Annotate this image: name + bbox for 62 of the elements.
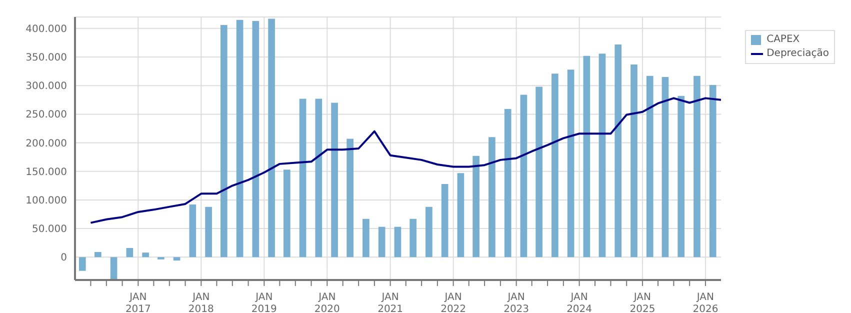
y-tick-label: 0 xyxy=(60,252,67,264)
legend-label: Depreciação xyxy=(766,47,829,61)
bar xyxy=(646,76,654,258)
bar xyxy=(552,74,558,258)
bar xyxy=(299,98,306,258)
bar xyxy=(268,18,275,258)
bar xyxy=(488,137,496,258)
x-tick-label: JAN 2020 xyxy=(314,292,340,313)
y-tick-label: 400.000 xyxy=(26,24,67,35)
y-tick-label: 200.000 xyxy=(26,138,67,150)
bar xyxy=(630,64,638,258)
y-tick-label: 250.000 xyxy=(26,110,67,121)
x-tick-label: JAN 2024 xyxy=(566,292,592,313)
bar xyxy=(567,70,574,258)
y-tick-label: 350.000 xyxy=(26,52,67,64)
bar xyxy=(394,226,402,258)
bar xyxy=(362,218,370,258)
bar xyxy=(173,257,180,261)
line-series xyxy=(90,97,721,224)
x-tick-label: JAN 2026 xyxy=(692,292,718,313)
bar xyxy=(378,226,386,258)
legend-label: CAPEX xyxy=(766,33,800,47)
y-tick-label: 150.000 xyxy=(26,166,67,178)
bar xyxy=(598,54,606,258)
bar xyxy=(457,173,464,258)
bar xyxy=(220,25,228,258)
bar xyxy=(189,204,196,258)
bar xyxy=(441,184,448,258)
x-tick-label: JAN 2023 xyxy=(504,292,530,313)
bar xyxy=(472,156,480,258)
x-tick-label: JAN 2017 xyxy=(125,292,151,313)
bar xyxy=(520,94,528,258)
bar xyxy=(410,218,416,258)
bar xyxy=(678,96,685,258)
bar xyxy=(694,76,700,258)
bar xyxy=(709,85,716,258)
x-tick-label: JAN 2021 xyxy=(378,292,404,313)
y-tick-label: 300.000 xyxy=(26,81,67,92)
y-tick-label: 100.000 xyxy=(26,196,67,207)
bar xyxy=(662,77,669,258)
bar xyxy=(236,20,244,258)
bar xyxy=(331,102,338,258)
bar xyxy=(142,252,149,258)
bar xyxy=(346,138,354,258)
bar xyxy=(583,56,590,258)
bar xyxy=(536,86,542,258)
bar xyxy=(426,206,432,258)
bar xyxy=(283,170,290,258)
bar xyxy=(94,252,102,258)
y-tick-label: 50.000 xyxy=(32,224,67,236)
bar xyxy=(110,257,118,280)
x-tick-label: JAN 2022 xyxy=(440,292,466,313)
x-tick-label: JAN 2019 xyxy=(251,292,277,313)
bar xyxy=(504,109,512,258)
bar xyxy=(614,44,622,258)
bar xyxy=(78,257,86,271)
bar xyxy=(252,21,260,258)
bar xyxy=(205,206,212,258)
bar xyxy=(315,98,322,258)
bar xyxy=(126,248,134,258)
x-tick-label: JAN 2025 xyxy=(630,292,656,313)
x-tick-label: JAN 2018 xyxy=(188,292,214,313)
